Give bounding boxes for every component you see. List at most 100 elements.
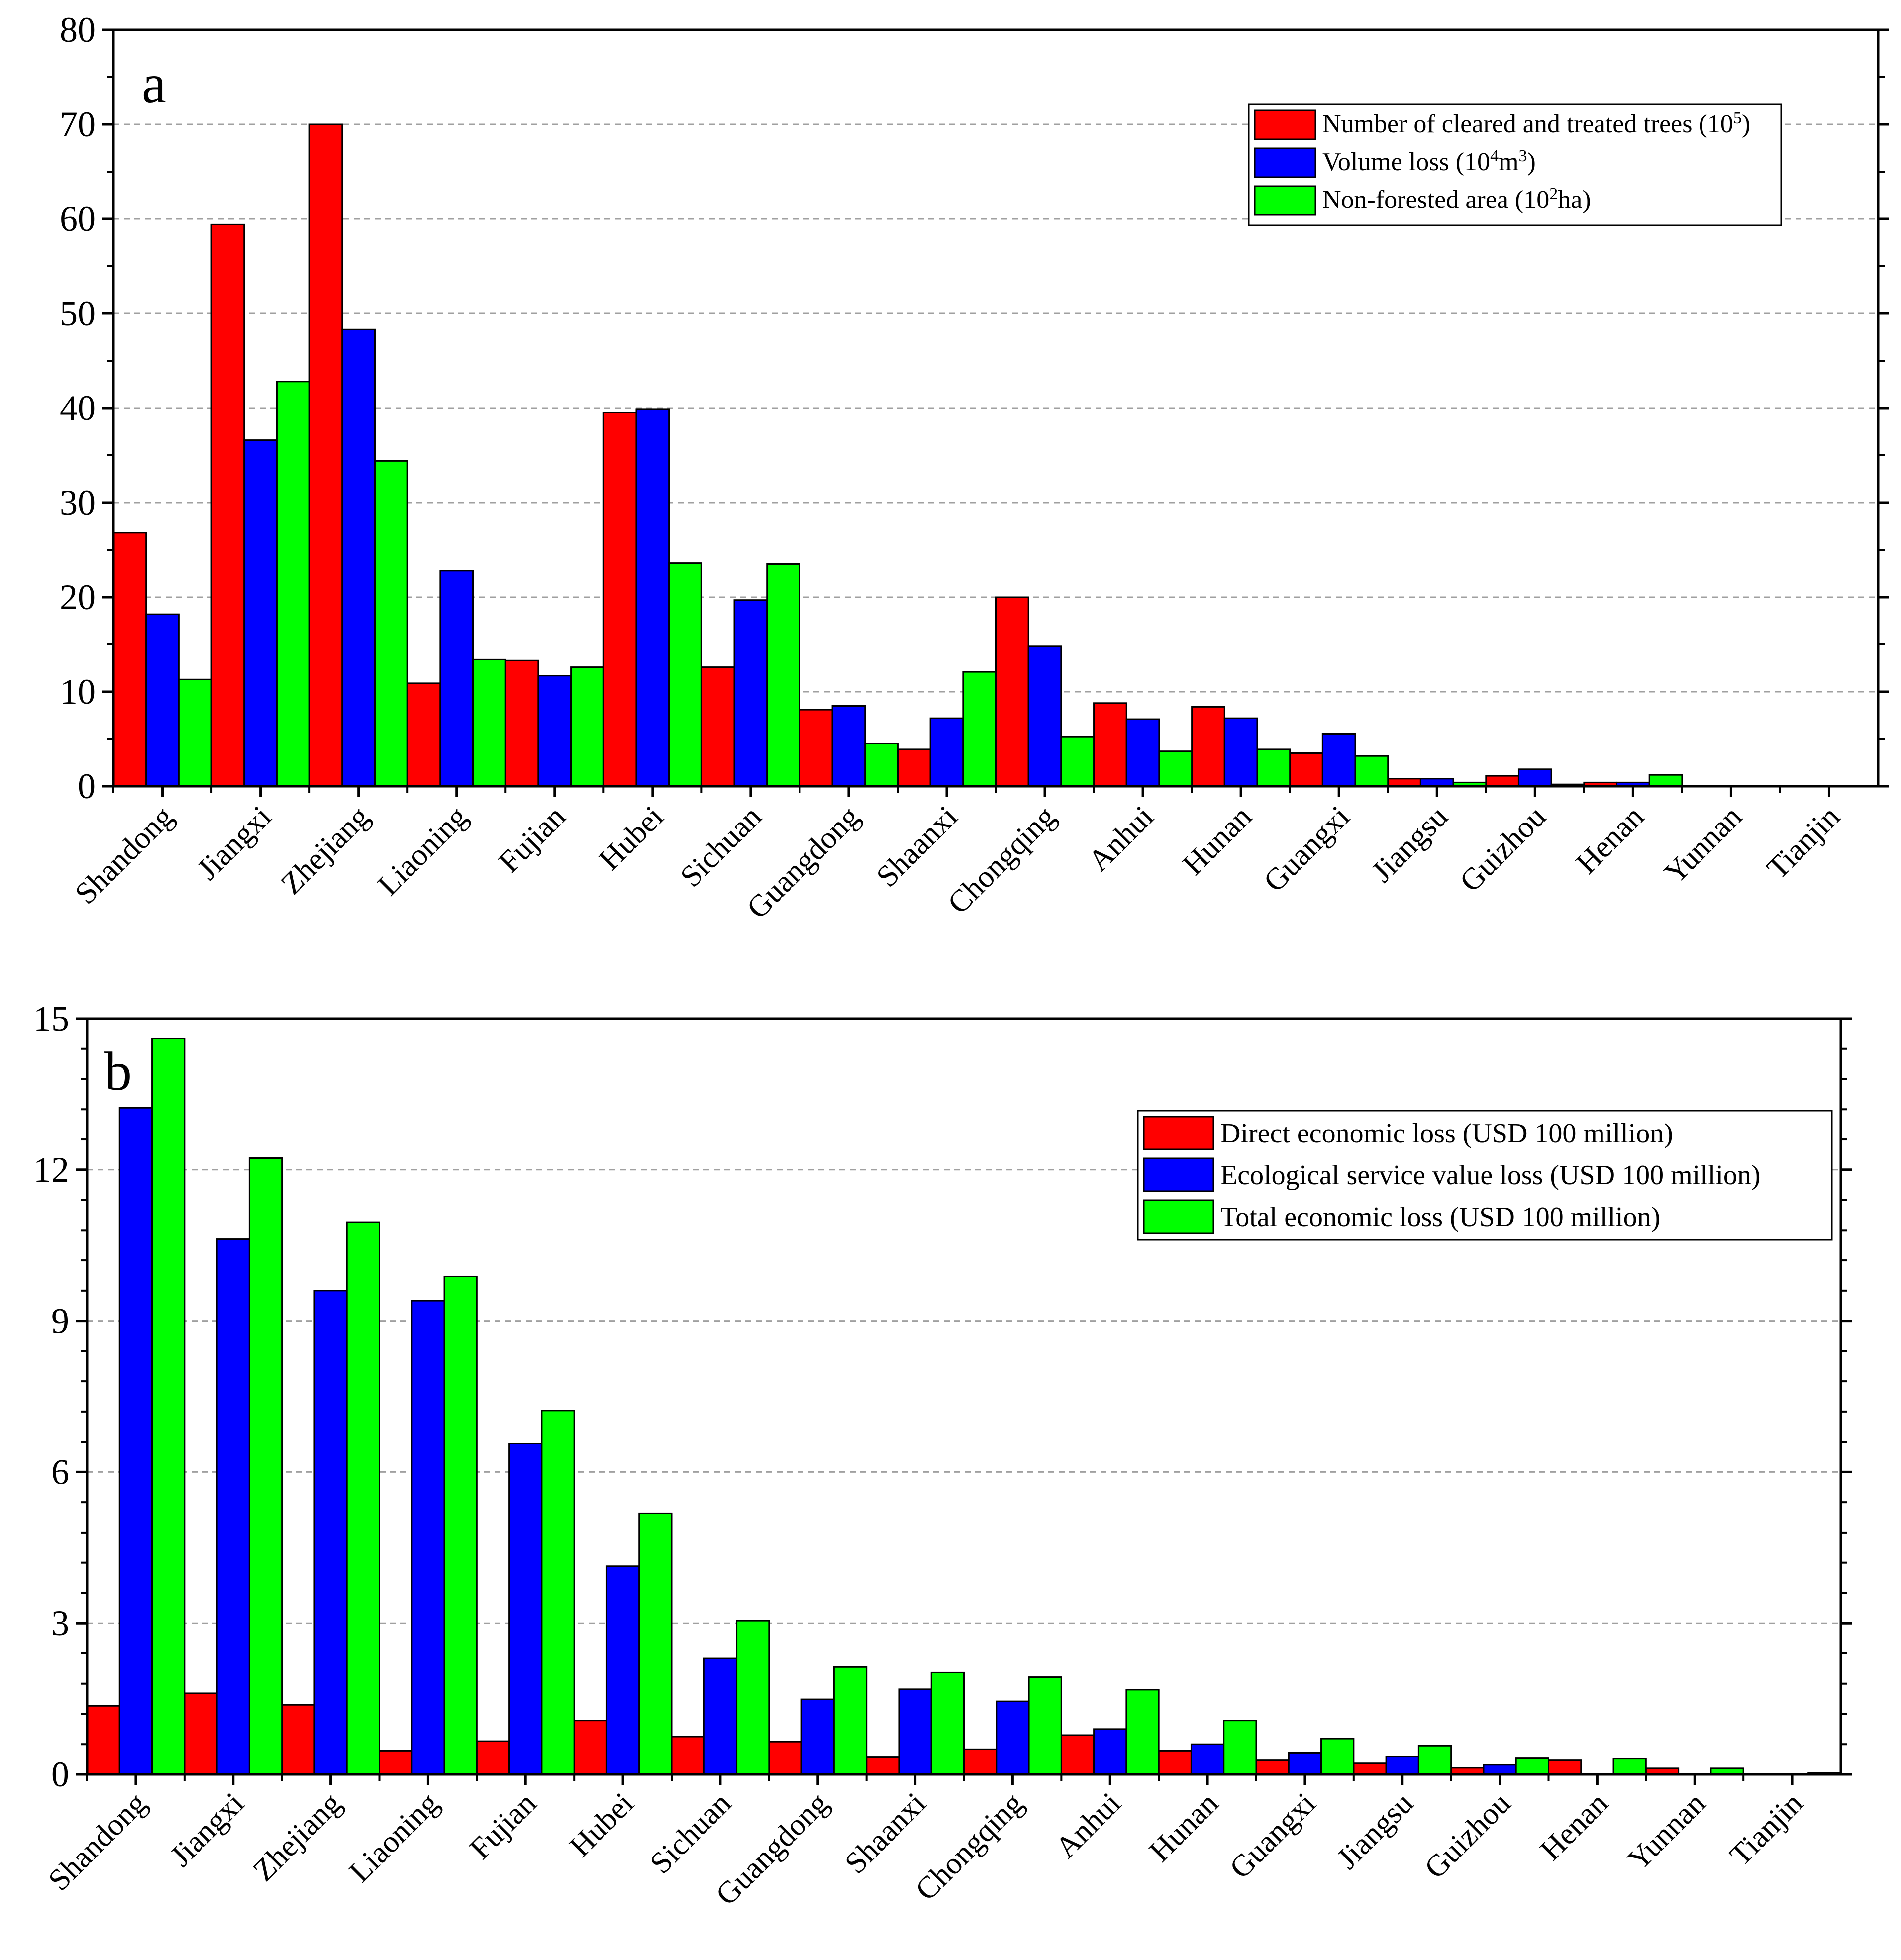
bar-jiangsu-s2 <box>1385 1756 1419 1775</box>
bar-guangxi-s3 <box>1354 755 1389 787</box>
y-tick-label: 80 <box>60 10 96 50</box>
bar-guangdong-s3 <box>864 743 899 787</box>
bar-anhui-s1 <box>1060 1734 1095 1775</box>
x-tick-label: Chongqing <box>909 1786 1030 1907</box>
bar-chongqing-s1 <box>963 1748 998 1775</box>
bar-guangxi-s1 <box>1255 1759 1290 1775</box>
bar-jiangxi-s2 <box>216 1238 250 1775</box>
bar-guizhou-s2 <box>1483 1764 1517 1775</box>
x-tick-label: Hubei <box>593 800 670 877</box>
bar-guangdong-s3 <box>833 1666 868 1775</box>
bar-henan-s3 <box>1612 1758 1647 1775</box>
bar-anhui-s2 <box>1093 1728 1127 1775</box>
bar-guangdong-s2 <box>800 1698 835 1775</box>
x-tick-label: Shandong <box>42 1786 153 1897</box>
x-tick-label: Jiangxi <box>164 1786 251 1873</box>
bar-zhejiang-s2 <box>341 328 376 787</box>
bar-liaoning-s2 <box>411 1300 445 1775</box>
bar-anhui-s2 <box>1125 718 1160 787</box>
x-tick-label: Guizhou <box>1418 1786 1517 1885</box>
bar-hunan-s2 <box>1223 717 1258 787</box>
bar-liaoning-s3 <box>472 658 506 787</box>
bar-fujian-s3 <box>541 1410 575 1775</box>
bar-hubei-s1 <box>602 412 637 787</box>
bar-guizhou-s2 <box>1517 768 1552 787</box>
x-tick-label: Yunnan <box>1621 1786 1712 1877</box>
bar-hubei-s3 <box>638 1512 673 1775</box>
x-tick-label: Sichuan <box>674 800 768 894</box>
bar-jiangxi-s3 <box>248 1157 283 1775</box>
x-tick-label: Tianjin <box>1723 1786 1809 1872</box>
bar-henan-s3 <box>1648 774 1683 787</box>
legend-swatch <box>1143 1116 1214 1150</box>
legend-box <box>1137 1110 1833 1241</box>
bar-jiangxi-s1 <box>184 1692 218 1775</box>
x-tick-label: Hunan <box>1176 800 1258 882</box>
y-tick-label: 30 <box>60 483 96 522</box>
bar-hubei-s2 <box>635 408 670 787</box>
bar-zhejiang-s3 <box>374 460 408 787</box>
bar-liaoning-s3 <box>443 1275 478 1775</box>
bar-zhejiang-s1 <box>281 1704 315 1775</box>
x-tick-label: Jiangsu <box>1365 800 1455 889</box>
x-tick-label: Guizhou <box>1453 800 1552 899</box>
legend-swatch <box>1143 1199 1214 1234</box>
bar-chongqing-s2 <box>1027 645 1062 787</box>
bar-shaanxi-s3 <box>930 1671 965 1775</box>
bar-zhejiang-s2 <box>313 1290 348 1775</box>
bar-shandong-s1 <box>86 1705 120 1775</box>
y-tick-label: 10 <box>60 672 96 712</box>
y-tick-label: 6 <box>51 1452 69 1492</box>
bar-fujian-s1 <box>476 1740 510 1775</box>
bar-shaanxi-s2 <box>929 717 964 787</box>
x-tick-label: Jiangsu <box>1330 1786 1420 1876</box>
x-tick-label: Shandong <box>69 800 180 911</box>
y-tick-label: 70 <box>60 104 96 144</box>
bar-sichuan-s3 <box>736 1620 770 1775</box>
bar-chongqing-s1 <box>995 596 1029 787</box>
legend-box <box>1248 103 1782 226</box>
x-tick-label: Sichuan <box>643 1786 737 1880</box>
legend-swatch <box>1143 1157 1214 1192</box>
x-tick-label: Jiangxi <box>191 800 278 887</box>
legend-label: Total economic loss (USD 100 million) <box>1220 1202 1660 1233</box>
x-tick-label: Chongqing <box>941 800 1062 921</box>
x-tick-label: Guangxi <box>1223 1786 1322 1885</box>
bar-shaanxi-s2 <box>898 1688 932 1775</box>
bar-liaoning-s2 <box>439 570 474 787</box>
bar-chongqing-s3 <box>1028 1676 1062 1775</box>
x-tick-label: Liaoning <box>343 1786 445 1889</box>
bar-liaoning-s1 <box>406 682 441 787</box>
bar-shandong-s3 <box>178 678 212 787</box>
x-tick-label: Yunnan <box>1658 800 1748 890</box>
bar-shandong-s2 <box>145 613 180 787</box>
legend-label: Number of cleared and treated trees (105… <box>1322 109 1750 138</box>
bar-fujian-s2 <box>537 675 572 787</box>
x-tick-label: Fujian <box>493 800 572 879</box>
bar-hunan-s1 <box>1158 1750 1192 1775</box>
bar-guangdong-s1 <box>799 709 833 787</box>
bar-shaanxi-s1 <box>866 1756 900 1775</box>
x-tick-label: Henan <box>1570 800 1651 881</box>
bar-sichuan-s1 <box>700 666 735 787</box>
bar-liaoning-s1 <box>379 1750 413 1775</box>
bar-chongqing-s3 <box>1060 736 1095 787</box>
y-tick-label: 60 <box>60 199 96 239</box>
panel-label: a <box>142 53 166 114</box>
bar-anhui-s3 <box>1125 1689 1160 1775</box>
bar-chongqing-s2 <box>996 1700 1030 1775</box>
bar-jiangxi-s1 <box>210 223 245 787</box>
y-tick-label: 0 <box>78 766 96 806</box>
y-tick-label: 3 <box>51 1603 69 1643</box>
y-tick-label: 12 <box>33 1150 69 1190</box>
x-tick-label: Zhejiang <box>247 1786 348 1888</box>
bar-zhejiang-s1 <box>308 123 343 787</box>
x-tick-label: Anhui <box>1049 1786 1127 1865</box>
bar-hunan-s2 <box>1190 1743 1225 1775</box>
bar-shandong-s3 <box>151 1038 186 1775</box>
bar-hunan-s3 <box>1256 748 1291 787</box>
bar-shaanxi-s3 <box>962 671 997 787</box>
bar-sichuan-s3 <box>766 563 800 787</box>
